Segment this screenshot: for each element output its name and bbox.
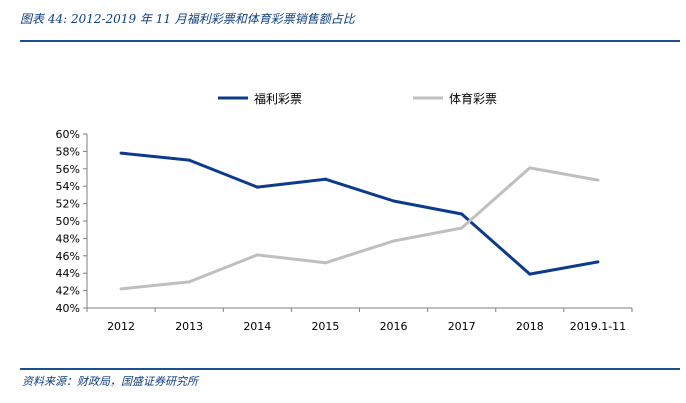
x-tick-label: 2019.1-11 [570,320,626,333]
figure-title: 图表 44: 2012-2019 年 11 月福利彩票和体育彩票销售额占比 [20,12,355,26]
data-point [187,280,191,284]
y-tick-label: 48% [56,232,80,245]
data-point [460,226,464,230]
series-line-1 [120,151,599,276]
y-tick-label: 46% [56,250,80,263]
data-point [596,260,600,264]
y-tick-label: 52% [56,198,80,211]
x-tick-label: 2016 [380,320,408,333]
x-tick-label: 2013 [175,320,203,333]
data-point [596,178,600,182]
data-point [255,253,259,257]
data-point [323,177,327,181]
data-point [528,272,532,276]
x-tick-label: 2012 [107,320,135,333]
x-tick-label: 2018 [516,320,544,333]
y-tick-label: 44% [56,267,80,280]
y-tick-label: 56% [56,163,80,176]
data-point [187,158,191,162]
legend-label: 体育彩票 [449,91,497,106]
x-tick-label: 2014 [243,320,271,333]
data-point [119,287,123,291]
x-tick-label: 2015 [311,320,339,333]
y-tick-label: 40% [56,302,80,315]
x-tick-label: 2017 [448,320,476,333]
data-point [255,185,259,189]
source-note: 资料来源：财政局，国盛证券研究所 [22,375,198,388]
data-point [528,166,532,170]
data-point [392,199,396,203]
data-point [392,239,396,243]
legend-label: 福利彩票 [254,91,302,106]
top-divider [20,40,680,42]
series-line-2 [120,166,599,291]
y-tick-label: 54% [56,180,80,193]
bottom-divider [20,368,680,370]
y-tick-label: 58% [56,145,80,158]
y-tick-label: 60% [56,128,80,141]
data-point [323,261,327,265]
y-tick-label: 42% [56,285,80,298]
y-tick-label: 50% [56,215,80,228]
data-point [119,151,123,155]
data-point [460,212,464,216]
